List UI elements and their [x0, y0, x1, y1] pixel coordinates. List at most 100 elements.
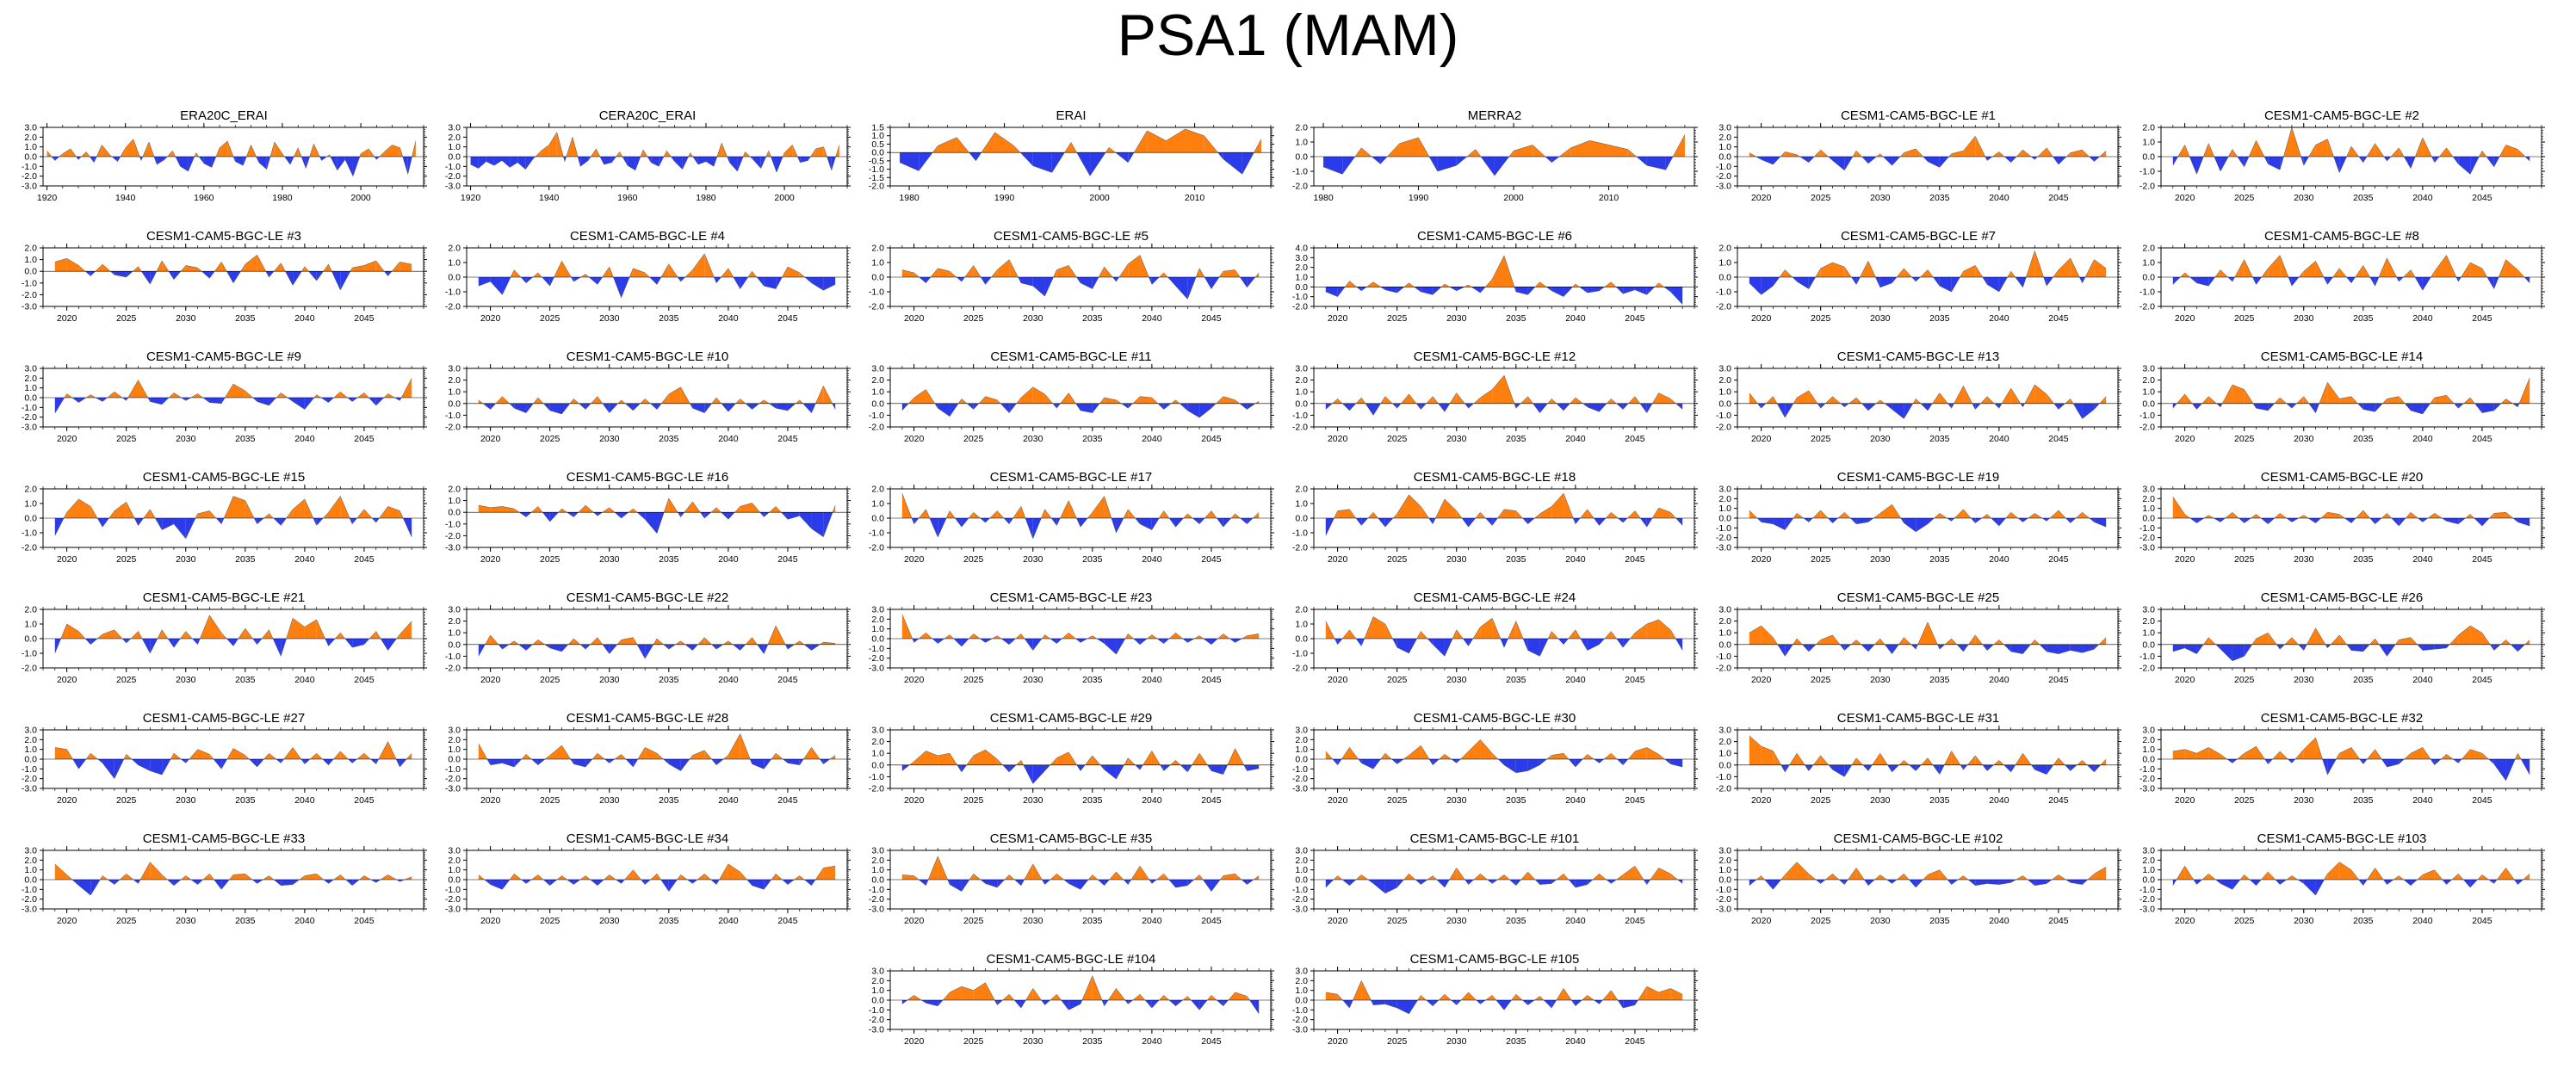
- negative-anomaly-area: [1456, 157, 1467, 166]
- y-tick-label: 3.0: [2142, 485, 2155, 495]
- panel-title: CESM1-CAM5-BGC-LE #16: [566, 470, 729, 485]
- x-tick-label: 2035: [235, 554, 256, 565]
- y-tick-label: 4.0: [1295, 244, 1308, 254]
- positive-anomaly-area: [2387, 257, 2397, 277]
- positive-anomaly-area: [633, 509, 637, 513]
- positive-anomaly-area: [1514, 145, 1533, 157]
- positive-anomaly-area: [399, 621, 412, 639]
- positive-anomaly-area: [1551, 399, 1557, 404]
- positive-anomaly-area: [1166, 128, 1186, 153]
- y-tick-label: 2.0: [871, 375, 884, 386]
- x-tick-label: 2035: [659, 675, 679, 685]
- negative-anomaly-area: [2268, 157, 2281, 170]
- y-tick-label: 1.0: [1295, 138, 1308, 148]
- x-tick-label: 2020: [480, 434, 501, 444]
- negative-anomaly-area: [1828, 518, 1833, 523]
- positive-anomaly-area: [1504, 375, 1514, 404]
- positive-anomaly-area: [1832, 263, 1845, 277]
- x-tick-label: 2010: [1599, 193, 1619, 203]
- negative-anomaly-area: [1646, 157, 1666, 170]
- anomaly-line: [1322, 134, 1686, 176]
- negative-anomaly-area: [705, 157, 715, 167]
- panel-plot: 3.02.01.00.0 -1.0 -2.0 2020 2025 2030 2035 2040…: [869, 364, 1274, 444]
- chart-panel: ERA20C_ERAI 3.0 2.0 1.0 0.0 -1.0 -2.0 -3.0 1920 1…: [9, 108, 430, 208]
- y-tick-label: -1.0: [2139, 287, 2155, 298]
- positive-anomaly-area: [1456, 392, 1465, 404]
- chart-panel: ERAI 1.5 1.0 0.5 0.0 -0.5 -1.0 -1.5 -2.0 1980 1990…: [856, 108, 1278, 208]
- panel-plot: 3.02.01.00.0 -1.0 -2.0 2020 2025 2030 2035 2040…: [2139, 364, 2545, 444]
- negative-anomaly-area: [157, 157, 165, 165]
- panel-plot: 3.02.01.00.0 -1.0 -2.0 2020 2025 2030 2035 2040…: [1716, 364, 2121, 444]
- positive-anomaly-area: [1337, 509, 1350, 518]
- x-tick-label: 2030: [599, 434, 620, 444]
- plot-frame: [1737, 368, 2119, 428]
- x-tick-label: 2035: [2353, 434, 2374, 444]
- panel-plot: 3.02.01.00.0-1.0-2.0-3.0 2020 2025 2030 2035…: [869, 605, 1274, 685]
- negative-anomaly-area: [1480, 157, 1495, 176]
- positive-anomaly-area: [1449, 392, 1457, 404]
- anomaly-line: [1749, 250, 2107, 295]
- positive-anomaly-area: [961, 399, 968, 404]
- negative-anomaly-area: [678, 277, 681, 282]
- positive-anomaly-area: [2082, 512, 2090, 518]
- positive-anomaly-area: [908, 398, 914, 404]
- positive-anomaly-area: [1492, 375, 1504, 404]
- y-tick-label: 3.0: [24, 364, 37, 374]
- positive-anomaly-area: [502, 506, 515, 513]
- y-tick-label: 2.0: [24, 485, 37, 495]
- chart-panel: CESM1-CAM5-BGC-LE #6 4.0 3.0 2.0 1.0 0.0 -1.0-…: [1279, 229, 1701, 329]
- y-tick-label: 1.0: [448, 258, 461, 269]
- negative-anomaly-area: [729, 157, 738, 171]
- negative-anomaly-area: [1480, 287, 1486, 294]
- negative-anomaly-area: [1575, 518, 1581, 524]
- positive-anomaly-area: [2446, 147, 2454, 157]
- positive-anomaly-area: [1492, 256, 1504, 287]
- positive-anomaly-area: [1325, 621, 1335, 639]
- positive-anomaly-area: [1015, 633, 1021, 639]
- y-tick-label: 2.0: [448, 375, 461, 386]
- chart-panel: CESM1-CAM5-BGC-LE #18 2.0 1.0 0.0 -1.0 -2.0 20…: [1279, 470, 1701, 570]
- positive-anomaly-area: [616, 151, 620, 157]
- negative-anomaly-area: [2458, 518, 2466, 524]
- negative-anomaly-area: [2442, 518, 2447, 522]
- positive-anomaly-area: [392, 145, 400, 157]
- positive-anomaly-area: [1217, 633, 1223, 639]
- x-tick-label: 2025: [1387, 434, 1408, 444]
- negative-anomaly-area: [1135, 518, 1141, 524]
- positive-anomaly-area: [784, 145, 793, 157]
- y-tick-label: 0.0: [1295, 152, 1308, 163]
- positive-anomaly-area: [1987, 396, 1995, 404]
- positive-anomaly-area: [794, 640, 800, 645]
- y-tick-label: 2.0: [24, 133, 37, 143]
- y-tick-label: 3.0: [1295, 364, 1308, 374]
- negative-anomaly-area: [235, 157, 244, 166]
- positive-anomaly-area: [1332, 399, 1338, 404]
- positive-anomaly-area: [1399, 137, 1419, 157]
- negative-anomaly-area: [2369, 277, 2375, 287]
- y-tick-label: 0.0: [871, 399, 884, 409]
- negative-anomaly-area: [1923, 157, 1928, 162]
- positive-anomaly-area: [2320, 512, 2328, 518]
- x-tick-label: 2020: [1751, 554, 1772, 565]
- positive-anomaly-area: [950, 510, 956, 518]
- negative-anomaly-area: [1892, 403, 1904, 419]
- positive-anomaly-area: [2228, 149, 2232, 157]
- negative-anomaly-area: [1861, 403, 1868, 411]
- positive-anomaly-area: [1163, 510, 1169, 518]
- x-tick-label: 2040: [1989, 193, 2009, 203]
- positive-anomaly-area: [541, 145, 549, 157]
- negative-anomaly-area: [589, 277, 598, 285]
- panel-plot: 3.02.01.00.0 -1.0 -2.0 2020 2025 2030 2035 2040…: [1292, 364, 1698, 444]
- positive-anomaly-area: [399, 262, 412, 272]
- y-tick-label: -2.0: [22, 290, 37, 300]
- negative-anomaly-area: [2351, 277, 2356, 283]
- x-tick-label: 2045: [777, 554, 798, 565]
- y-tick-label: 1.0: [2142, 258, 2155, 269]
- x-tick-label: 2020: [480, 313, 501, 324]
- negative-anomaly-area: [1075, 403, 1081, 411]
- negative-anomaly-area: [2288, 277, 2292, 287]
- negative-anomaly-area: [1223, 152, 1242, 175]
- positive-anomaly-area: [653, 639, 657, 645]
- positive-anomaly-area: [1951, 151, 1964, 157]
- positive-anomaly-area: [2519, 377, 2530, 404]
